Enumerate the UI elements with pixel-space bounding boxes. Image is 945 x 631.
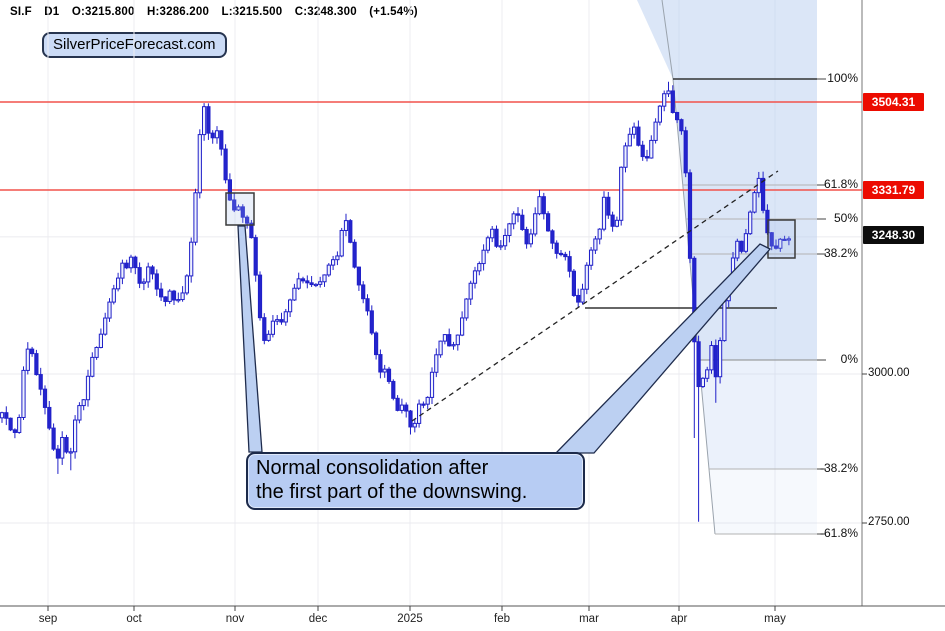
annotation-text-line2: the first part of the downswing. [256, 481, 528, 503]
fib-label-61.8%: 61.8% [823, 177, 858, 191]
connector-to-november-box[interactable] [237, 225, 263, 453]
fib-shade-band [709, 469, 817, 534]
month-label-mar: mar [579, 613, 599, 625]
close-value: C:3248.300 [294, 6, 357, 18]
alert-price-tag: 3504.31 [863, 93, 924, 111]
fib-label-100%: 100% [827, 71, 858, 85]
current-consolidation-box[interactable] [767, 219, 796, 259]
fib-shade-band [637, 0, 817, 360]
alert-price-tag: 3331.79 [863, 181, 924, 199]
month-label-2025: 2025 [397, 613, 423, 625]
current-price-tag: 3248.30 [863, 226, 924, 244]
fib-label-0%: 0% [840, 352, 858, 366]
symbol-label: SI.F [10, 6, 32, 18]
change-value: (+1.54%) [369, 6, 418, 18]
low-value: L:3215.500 [221, 6, 283, 18]
fib-label--61.8%: -61.8% [819, 526, 858, 540]
candles [0, 81, 791, 522]
fib-label-38.2%: 38.2% [823, 246, 858, 260]
ohlc-readout: SI.F D1 O:3215.800 H:3286.200 L:3215.500… [10, 6, 427, 18]
month-label-oct: oct [126, 613, 142, 625]
month-label-sep: sep [38, 613, 58, 625]
month-label-may: may [764, 613, 786, 625]
price-axis-label-2750.00: 2750.00 [868, 516, 910, 528]
price-axis-label-3000.00: 3000.00 [868, 367, 910, 379]
high-value: H:3286.200 [146, 6, 210, 18]
open-value: O:3215.800 [71, 6, 135, 18]
month-label-dec: dec [308, 613, 328, 625]
month-label-apr: apr [670, 613, 688, 625]
november-consolidation-box[interactable] [225, 192, 255, 226]
month-label-nov: nov [225, 613, 245, 625]
month-label-feb: feb [494, 613, 510, 625]
trendline-dashed[interactable] [411, 170, 779, 422]
fib-label--38.2%: -38.2% [819, 461, 858, 475]
annotation-text-line1: Normal consolidation after [256, 457, 489, 479]
annotation-callout[interactable]: Normal consolidation after the first par… [246, 452, 585, 510]
fib-shade-band [698, 360, 817, 469]
fib-label-50%: 50% [833, 211, 858, 225]
